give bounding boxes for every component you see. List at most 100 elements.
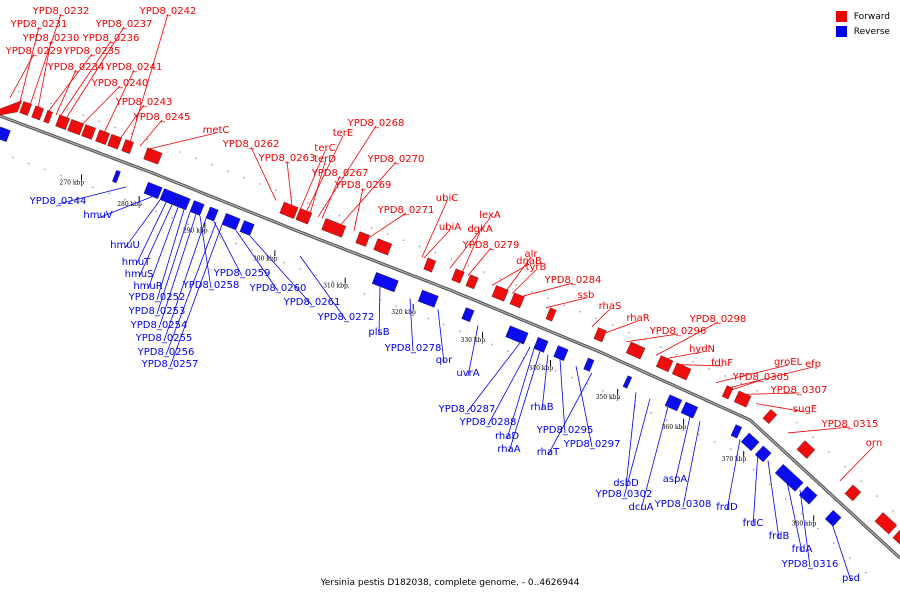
reverse-gene-label[interactable]: YPD8_0316 bbox=[781, 559, 839, 570]
reverse-gene[interactable] bbox=[173, 193, 191, 211]
forward-gene-label[interactable]: YPD8_0229 bbox=[5, 46, 63, 57]
forward-gene-label[interactable]: YPD8_0245 bbox=[133, 112, 191, 123]
reverse-gene-label[interactable]: YPD8_0252 bbox=[128, 292, 186, 303]
forward-gene[interactable] bbox=[31, 105, 44, 121]
forward-gene[interactable] bbox=[625, 341, 646, 360]
forward-gene-label[interactable]: YPD8_0307 bbox=[770, 385, 828, 396]
reverse-gene[interactable] bbox=[417, 289, 439, 308]
forward-gene[interactable] bbox=[655, 355, 674, 373]
reverse-gene[interactable] bbox=[0, 126, 11, 142]
reverse-gene-label[interactable]: YPD8_0255 bbox=[135, 333, 193, 344]
reverse-gene-label[interactable]: hmuV bbox=[83, 210, 112, 221]
reverse-gene[interactable] bbox=[774, 463, 804, 492]
reverse-gene-label[interactable]: frdB bbox=[769, 531, 790, 542]
forward-gene[interactable] bbox=[0, 100, 22, 117]
forward-gene-label[interactable]: YPD8_0263 bbox=[258, 153, 316, 164]
forward-gene-label[interactable]: YPD8_0235 bbox=[63, 46, 121, 57]
reverse-gene[interactable] bbox=[664, 394, 683, 412]
forward-gene-label[interactable]: terE bbox=[333, 128, 354, 139]
reverse-gene[interactable] bbox=[143, 181, 163, 199]
forward-gene-label[interactable]: dgkA bbox=[467, 224, 492, 235]
forward-gene-label[interactable]: YPD8_0237 bbox=[95, 19, 153, 30]
reverse-gene-label[interactable]: frdC bbox=[743, 518, 764, 529]
reverse-gene-label[interactable]: YPD8_0260 bbox=[249, 283, 307, 294]
reverse-gene-label[interactable]: rhaD bbox=[495, 431, 519, 442]
reverse-gene[interactable] bbox=[730, 424, 743, 439]
reverse-gene[interactable] bbox=[112, 170, 121, 184]
forward-gene-label[interactable]: YPD8_0232 bbox=[32, 6, 90, 17]
reverse-gene-label[interactable]: psd bbox=[842, 573, 860, 584]
reverse-gene-label[interactable]: aspA bbox=[663, 474, 688, 485]
forward-gene[interactable] bbox=[545, 307, 557, 322]
forward-gene-label[interactable]: ssb bbox=[578, 290, 595, 301]
reverse-gene-label[interactable]: YPD8_0254 bbox=[130, 320, 188, 331]
forward-gene[interactable] bbox=[796, 440, 816, 459]
forward-gene[interactable] bbox=[143, 147, 163, 165]
forward-gene-label[interactable]: fdhF bbox=[711, 358, 733, 369]
forward-gene-label[interactable]: terC bbox=[314, 143, 335, 154]
forward-gene-label[interactable]: YPD8_0231 bbox=[10, 19, 68, 30]
reverse-gene-label[interactable]: YPD8_0253 bbox=[128, 306, 186, 317]
reverse-gene-label[interactable]: YPD8_0261 bbox=[283, 297, 341, 308]
reverse-gene-label[interactable]: frdA bbox=[792, 544, 813, 555]
reverse-gene-label[interactable]: frdD bbox=[716, 502, 738, 513]
reverse-gene-label[interactable]: YPD8_0244 bbox=[29, 196, 87, 207]
forward-gene-label[interactable]: YPD8_0298 bbox=[689, 314, 747, 325]
forward-gene[interactable] bbox=[279, 201, 299, 219]
forward-gene-label[interactable]: YPD8_0241 bbox=[105, 62, 163, 73]
forward-gene[interactable] bbox=[355, 231, 371, 247]
forward-gene-label[interactable]: YPD8_0271 bbox=[377, 205, 435, 216]
forward-gene[interactable] bbox=[55, 114, 70, 130]
reverse-gene-label[interactable]: rhaA bbox=[497, 444, 520, 455]
forward-gene[interactable] bbox=[491, 285, 509, 302]
reverse-gene[interactable] bbox=[239, 220, 255, 236]
reverse-gene-label[interactable]: uvrA bbox=[456, 368, 479, 379]
reverse-gene-label[interactable]: YPD8_0257 bbox=[141, 359, 199, 370]
forward-gene-label[interactable]: YPD8_0279 bbox=[462, 240, 520, 251]
forward-gene[interactable] bbox=[733, 390, 752, 408]
reverse-gene-label[interactable]: YPD8_0302 bbox=[595, 489, 653, 500]
forward-gene-label[interactable]: YPD8_0305 bbox=[732, 372, 790, 383]
forward-gene-label[interactable]: YPD8_0243 bbox=[115, 97, 173, 108]
forward-gene[interactable] bbox=[43, 110, 53, 124]
forward-gene[interactable] bbox=[451, 268, 465, 284]
reverse-gene-label[interactable]: hmuS bbox=[125, 269, 154, 280]
forward-gene-label[interactable]: efp bbox=[805, 359, 821, 370]
forward-gene-label[interactable]: YPD8_0230 bbox=[22, 33, 80, 44]
reverse-gene[interactable] bbox=[505, 325, 529, 345]
reverse-gene[interactable] bbox=[371, 272, 399, 293]
forward-gene-label[interactable]: YPD8_0262 bbox=[222, 139, 280, 150]
forward-gene[interactable] bbox=[321, 218, 347, 238]
forward-gene-label[interactable]: YPD8_0315 bbox=[821, 419, 879, 430]
reverse-gene[interactable] bbox=[205, 206, 219, 222]
forward-gene[interactable] bbox=[67, 119, 84, 136]
forward-gene[interactable] bbox=[423, 257, 437, 273]
reverse-gene-label[interactable]: rhaB bbox=[530, 402, 553, 413]
forward-gene-label[interactable]: ubiA bbox=[439, 222, 461, 233]
reverse-gene[interactable] bbox=[221, 213, 241, 231]
reverse-gene-label[interactable]: YPD8_0308 bbox=[654, 499, 712, 510]
reverse-gene[interactable] bbox=[461, 307, 475, 323]
reverse-gene-label[interactable]: YPD8_0258 bbox=[182, 280, 240, 291]
forward-gene-label[interactable]: YPD8_0284 bbox=[544, 275, 602, 286]
forward-gene[interactable] bbox=[593, 327, 607, 343]
forward-gene[interactable] bbox=[762, 409, 778, 424]
reverse-gene[interactable] bbox=[798, 485, 818, 505]
forward-gene-label[interactable]: YPD8_0240 bbox=[91, 78, 149, 89]
forward-gene[interactable] bbox=[107, 134, 122, 150]
forward-gene-label[interactable]: tyrB bbox=[526, 262, 547, 273]
forward-gene-label[interactable]: YPD8_0242 bbox=[139, 6, 197, 17]
reverse-gene[interactable] bbox=[189, 200, 205, 216]
forward-gene[interactable] bbox=[81, 124, 96, 140]
reverse-gene-label[interactable]: dcuA bbox=[628, 502, 653, 513]
forward-gene[interactable] bbox=[671, 362, 692, 381]
forward-gene[interactable] bbox=[465, 274, 479, 290]
forward-gene-label[interactable]: hydN bbox=[689, 344, 715, 355]
forward-gene-label[interactable]: YPD8_0269 bbox=[334, 180, 392, 191]
forward-gene[interactable] bbox=[95, 129, 110, 145]
reverse-gene-label[interactable]: YPD8_0288 bbox=[459, 417, 517, 428]
forward-gene[interactable] bbox=[373, 238, 393, 256]
reverse-gene-label[interactable]: YPD8_0295 bbox=[536, 425, 594, 436]
reverse-gene-label[interactable]: YPD8_0256 bbox=[137, 347, 195, 358]
forward-gene-label[interactable]: sugE bbox=[793, 404, 817, 415]
